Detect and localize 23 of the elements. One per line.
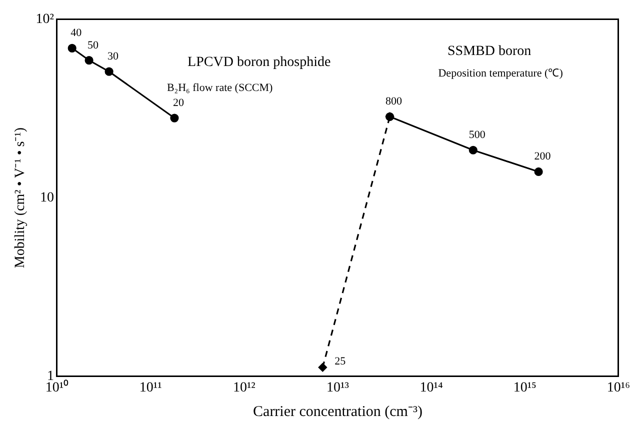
x-axis-title: Carrier concentration (cm⁻³) xyxy=(253,404,422,420)
annotation: B₂H₆ flow rate (SCCM) xyxy=(166,82,274,94)
annotation: Deposition temperature (℃) xyxy=(438,67,564,80)
annotation: 50 xyxy=(88,39,100,52)
x-tick-label: 10¹¹ xyxy=(139,380,162,396)
x-tick-label: 10¹⁶ xyxy=(606,380,630,396)
annotation: 200 xyxy=(534,150,552,163)
y-tick-label: 10² xyxy=(36,12,54,28)
annotation: 800 xyxy=(386,96,403,108)
x-tick-label: 10¹⁵ xyxy=(513,380,537,396)
x-tick-label: 10¹² xyxy=(232,380,256,396)
y-tick-label: 10 xyxy=(40,190,54,206)
annotation: 20 xyxy=(172,97,184,110)
annotation: 40 xyxy=(70,27,82,40)
x-tick-label: 10¹⁰ xyxy=(45,379,69,396)
x-tick-label: 10¹³ xyxy=(326,380,349,396)
annotation: LPCVD boron phosphide xyxy=(188,54,331,70)
annotation: 500 xyxy=(468,129,486,142)
annotation: 25 xyxy=(334,355,346,368)
x-tick-label: 10¹⁴ xyxy=(420,380,443,396)
y-axis-title: Mobility (cm² • V⁻¹ • s⁻¹) xyxy=(13,127,28,268)
annotation: 30 xyxy=(108,50,120,63)
annotation: SSMBD boron xyxy=(448,44,532,60)
